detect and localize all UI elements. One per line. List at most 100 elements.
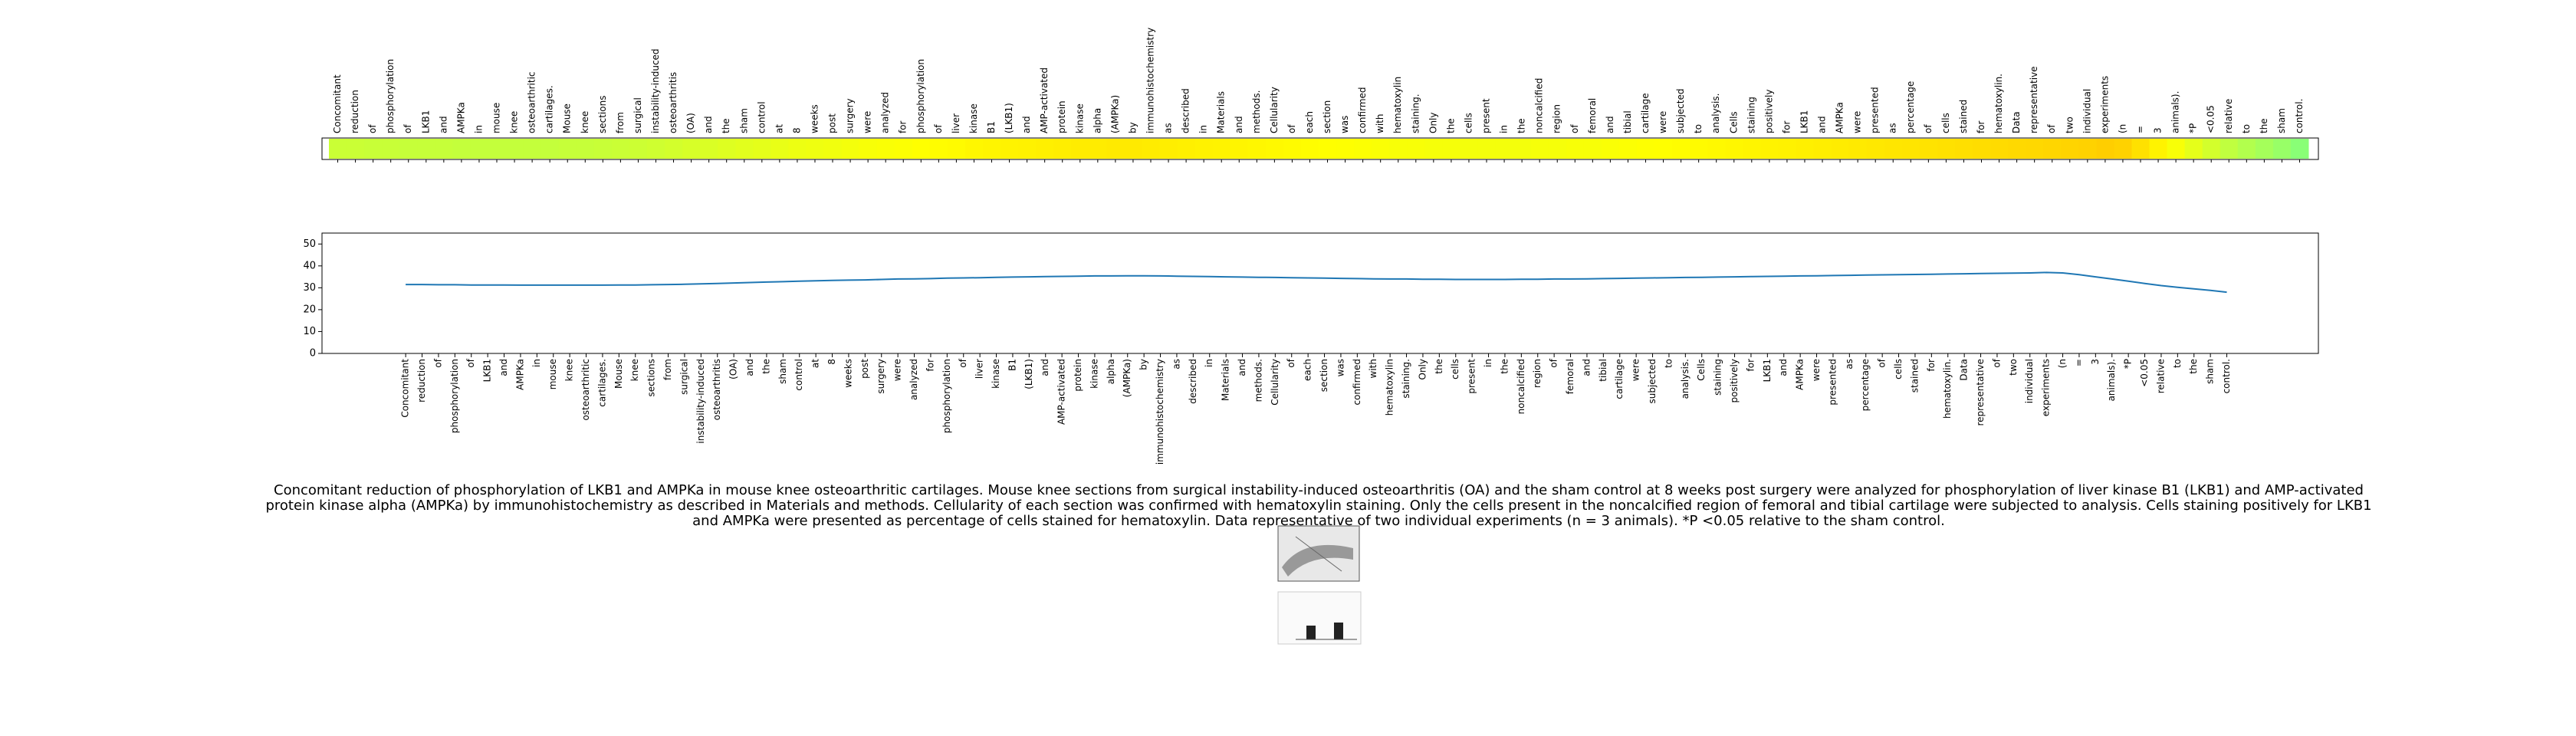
top-label: to: [2241, 124, 2252, 133]
top-label: LKB1: [1799, 110, 1809, 133]
top-label: and: [1817, 116, 1828, 133]
top-label: sham: [738, 108, 749, 133]
top-label: as: [1888, 123, 1898, 133]
x-tick-label: tibial: [1598, 359, 1608, 382]
heatmap-cell: [1954, 139, 1973, 159]
x-tick-label: cells: [1450, 359, 1460, 380]
heatmap-cell: [788, 139, 807, 159]
top-label: surgery: [845, 98, 856, 133]
top-label: knee: [580, 111, 590, 133]
x-tick-label: subjected: [1647, 359, 1658, 404]
heatmap-cell: [947, 139, 966, 159]
y-tick-label: 0: [310, 348, 316, 360]
x-tick-label: mouse: [547, 359, 558, 389]
top-label: B1: [986, 121, 997, 133]
x-tick-label: individual: [2024, 359, 2035, 403]
x-tick-label: analysis.: [1680, 359, 1691, 399]
x-tick-label: for: [925, 359, 935, 372]
top-label: cells: [1940, 113, 1951, 133]
x-tick-label: hematoxylin: [1385, 359, 1395, 416]
heatmap-cell: [1707, 139, 1726, 159]
top-label: in: [473, 125, 484, 133]
top-label: two: [2064, 117, 2075, 133]
top-label: were: [1658, 111, 1668, 133]
x-tick-label: experiments: [2041, 359, 2052, 416]
heatmap-cell: [912, 139, 931, 159]
heatmap-cell: [629, 139, 648, 159]
top-label: Data: [2011, 111, 2022, 133]
top-label: Materials: [1216, 91, 1227, 133]
top-label: osteoarthritis: [668, 72, 678, 133]
heatmap-cell: [1336, 139, 1355, 159]
y-tick-label: 20: [303, 304, 316, 315]
heatmap-cell: [1177, 139, 1196, 159]
top-label: sections: [597, 96, 608, 133]
heatmap-frame: [321, 137, 2319, 160]
top-label: hematoxylin.: [1993, 74, 2004, 133]
top-label: of: [2046, 124, 2057, 133]
top-label: (n: [2117, 124, 2128, 133]
top-label: alpha: [1092, 108, 1102, 133]
x-tick-label: LKB1: [1762, 359, 1773, 382]
x-tick-label: methods.: [1253, 359, 1263, 402]
heatmap-cell: [505, 139, 524, 159]
heatmap-cell: [2026, 139, 2044, 159]
top-label: representative: [2029, 66, 2039, 133]
heatmap-cell: [1690, 139, 1708, 159]
heatmap-cell: [2008, 139, 2026, 159]
x-tick-label: to: [2172, 359, 2183, 368]
heatmap-cell: [1919, 139, 1938, 159]
top-label: confirmed: [1357, 87, 1368, 133]
heatmap-cell: [735, 139, 754, 159]
x-tick-label: of: [465, 358, 476, 367]
heatmap-cell: [1212, 139, 1231, 159]
plot-frame: [321, 232, 2319, 354]
heatmap-cell: [1760, 139, 1779, 159]
x-tick-label: region: [1532, 359, 1543, 388]
x-tick-label: osteoarthritic: [580, 359, 591, 421]
top-label: percentage: [1905, 81, 1916, 133]
top-label: of: [933, 124, 944, 133]
x-tick-label: animals).: [2106, 359, 2117, 401]
top-label: sham: [2276, 108, 2287, 133]
heatmap-cell: [452, 139, 471, 159]
x-tick-label: were: [1631, 359, 1641, 381]
top-label: methods.: [1251, 90, 1262, 133]
top-label: Only: [1428, 113, 1438, 134]
x-tick-label: were: [892, 359, 903, 381]
thumbnail: [1277, 525, 1362, 645]
x-tick-label: (OA): [728, 359, 739, 380]
heatmap-cell: [1618, 139, 1638, 159]
x-tick-label: two: [2008, 359, 2019, 376]
top-label: post: [827, 113, 838, 133]
heatmap-cell: [700, 139, 718, 159]
top-label: for: [898, 120, 909, 133]
top-label: animals).: [2170, 91, 2181, 133]
heatmap-cell: [470, 139, 488, 159]
heatmap-cell: [2061, 139, 2079, 159]
top-label: weeks: [809, 104, 820, 133]
x-tick-label: Cellularity: [1270, 359, 1280, 406]
heatmap-cell: [1778, 139, 1796, 159]
heatmap-cell: [1442, 139, 1460, 159]
heatmap-cell: [1495, 139, 1514, 159]
heatmap-cell: [1407, 139, 1425, 159]
top-label: of: [1923, 124, 1934, 133]
heatmap-cell: [347, 139, 365, 159]
heatmap-cell: [964, 139, 984, 159]
heatmap-cell: [1972, 139, 1991, 159]
top-label: *P: [2188, 123, 2199, 133]
x-tick-label: of: [958, 358, 968, 367]
heatmap-cell: [593, 139, 613, 159]
x-tick-label: as: [1171, 359, 1181, 370]
x-tick-label: by: [1138, 359, 1149, 370]
heatmap-cell: [1813, 139, 1832, 159]
heatmap-cell: [1725, 139, 1743, 159]
top-label: subjected: [1675, 89, 1686, 134]
top-label: (AMPKa): [1109, 95, 1120, 133]
y-tick-label: 30: [303, 282, 316, 294]
heatmap-cell: [1247, 139, 1267, 159]
top-label: Mouse: [562, 104, 573, 133]
heatmap-cell: [2184, 139, 2203, 159]
x-tick-label: femoral: [1565, 359, 1576, 394]
